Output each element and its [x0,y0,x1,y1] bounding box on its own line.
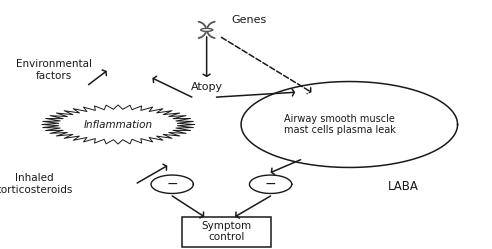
Polygon shape [42,105,194,144]
Polygon shape [151,175,193,193]
Text: Inhaled
corticosteroids: Inhaled corticosteroids [0,174,73,195]
Text: −: − [166,177,178,191]
Text: Symptom
control: Symptom control [201,221,251,242]
FancyBboxPatch shape [182,217,271,247]
Text: LABA: LABA [388,180,419,193]
Text: Inflammation: Inflammation [84,120,153,129]
Text: Atopy: Atopy [190,82,223,92]
Text: Environmental
factors: Environmental factors [16,59,92,80]
Text: Genes: Genes [231,15,267,25]
Text: Airway smooth muscle
mast cells plasma leak: Airway smooth muscle mast cells plasma l… [283,114,396,135]
Polygon shape [249,175,292,193]
Polygon shape [241,81,458,168]
Text: −: − [265,177,277,191]
